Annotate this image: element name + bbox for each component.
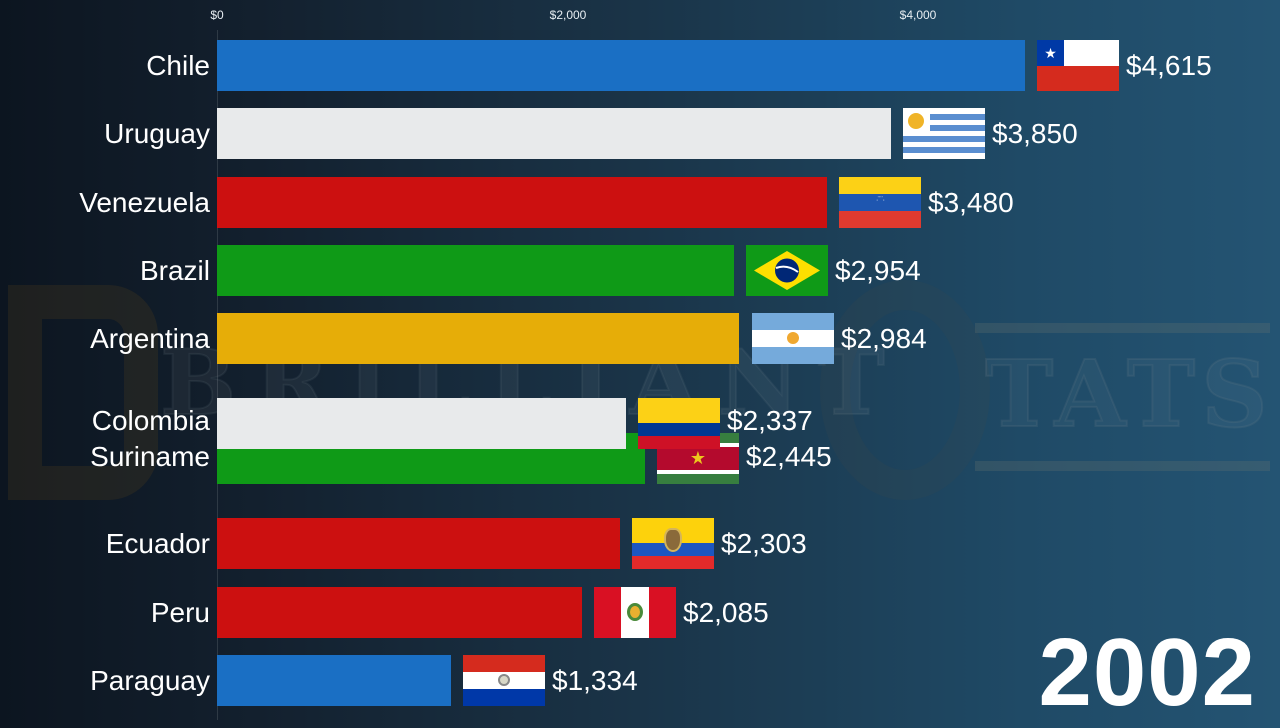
x-tick-0: $0 — [210, 8, 224, 22]
value-label: $2,445 — [746, 441, 832, 472]
peru-flag-icon — [594, 587, 676, 638]
paraguay-flag-icon — [463, 655, 545, 706]
chile-flag-icon: ★ — [1037, 40, 1119, 91]
year-label: 2002 — [1038, 619, 1256, 726]
country-label: Suriname — [90, 441, 210, 472]
bar-row-uruguay: Uruguay $3,850 — [0, 108, 1280, 159]
bar-argentina — [217, 313, 739, 364]
country-label: Ecuador — [105, 528, 210, 559]
country-label: Colombia — [91, 405, 210, 436]
bar-venezuela — [217, 177, 827, 228]
value-label: $2,984 — [841, 323, 927, 354]
country-label: Uruguay — [104, 118, 210, 149]
bar-row-paraguay: Paraguay $1,334 — [0, 655, 1280, 706]
value-label: $2,337 — [727, 405, 813, 436]
bar-row-chile: Chile ★ $4,615 — [0, 40, 1280, 91]
x-tick-4000: $4,000 — [899, 8, 937, 22]
value-label: $2,954 — [835, 255, 921, 286]
x-tick-2000: $2,000 — [549, 8, 587, 22]
brazil-flag-icon — [746, 245, 828, 296]
value-label: $2,085 — [683, 597, 769, 628]
bar-row-argentina: Argentina $2,984 — [0, 313, 1280, 364]
venezuela-flag-icon: ·˙˙˙˙· — [839, 177, 921, 228]
country-label: Peru — [150, 597, 210, 628]
bar-ecuador — [217, 518, 620, 569]
bar-row-peru: Peru $2,085 — [0, 587, 1280, 638]
country-label: Argentina — [90, 323, 210, 354]
bar-row-brazil: Brazil $2,954 — [0, 245, 1280, 296]
argentina-flag-icon — [752, 313, 834, 364]
bar-row-ecuador: Ecuador $2,303 — [0, 518, 1280, 569]
y-axis-baseline — [217, 30, 218, 720]
value-label: $2,303 — [721, 528, 807, 559]
bar-brazil — [217, 245, 734, 296]
bar-uruguay — [217, 108, 891, 159]
value-label: $1,334 — [552, 665, 638, 696]
uruguay-flag-icon — [903, 108, 985, 159]
country-label: Brazil — [139, 255, 210, 286]
value-label: $3,480 — [928, 187, 1014, 218]
country-label: Chile — [146, 50, 210, 81]
bar-peru — [217, 587, 582, 638]
bar-row-colombia: Colombia $2,337 — [0, 398, 1280, 449]
colombia-flag-icon — [638, 398, 720, 449]
bar-row-venezuela: Venezuela ·˙˙˙˙· $3,480 — [0, 177, 1280, 228]
bar-chile — [217, 40, 1025, 91]
bar-colombia — [217, 398, 626, 449]
country-label: Venezuela — [79, 187, 210, 218]
country-label: Paraguay — [90, 665, 210, 696]
ecuador-flag-icon — [632, 518, 714, 569]
value-label: $4,615 — [1126, 50, 1212, 81]
value-label: $3,850 — [992, 118, 1078, 149]
bar-paraguay — [217, 655, 451, 706]
